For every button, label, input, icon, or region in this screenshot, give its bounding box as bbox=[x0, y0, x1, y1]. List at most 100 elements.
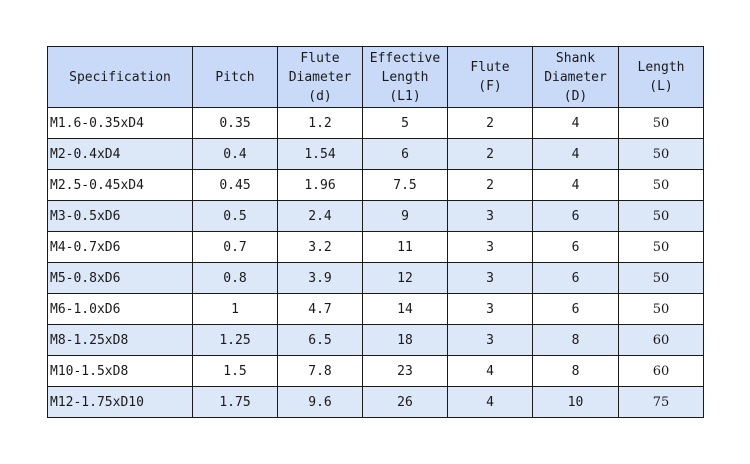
cell-effective-length: 14 bbox=[362, 293, 448, 325]
header-specification: Specification bbox=[47, 46, 193, 108]
header-label: Length bbox=[381, 69, 429, 85]
cell-effective-length: 6 bbox=[362, 138, 448, 170]
cell-flute-diameter: 1.96 bbox=[277, 169, 363, 201]
cell-length: 50 bbox=[618, 293, 704, 325]
cell-shank-diameter: 6 bbox=[532, 200, 619, 232]
cell-shank-diameter: 6 bbox=[532, 231, 619, 263]
cell-pitch: 1.25 bbox=[192, 324, 278, 356]
cell-specification: M8-1.25xD8 bbox=[47, 324, 193, 356]
header-label: Flute bbox=[470, 60, 510, 75]
header-row: Specification Pitch Flute Diameter (d) E… bbox=[47, 46, 704, 108]
cell-flute: 3 bbox=[447, 262, 533, 294]
cell-flute-diameter: 7.8 bbox=[277, 355, 363, 387]
cell-pitch: 1 bbox=[192, 293, 278, 325]
cell-flute-diameter: 4.7 bbox=[277, 293, 363, 325]
header-shank-diameter: Shank Diameter (D) bbox=[532, 46, 619, 108]
table-row: M10-1.5xD8 1.5 7.8 23 4 8 60 bbox=[47, 355, 704, 387]
header-label: Effective bbox=[369, 50, 441, 66]
cell-effective-length: 23 bbox=[362, 355, 448, 387]
cell-effective-length: 5 bbox=[362, 107, 448, 139]
cell-flute-diameter: 2.4 bbox=[277, 200, 363, 232]
cell-specification: M10-1.5xD8 bbox=[47, 355, 193, 387]
cell-pitch: 0.5 bbox=[192, 200, 278, 232]
header-pitch: Pitch bbox=[192, 46, 278, 108]
cell-flute-diameter: 6.5 bbox=[277, 324, 363, 356]
header-flute: Flute (F) bbox=[447, 46, 533, 108]
header-label: (F) bbox=[478, 79, 502, 94]
header-effective-length: Effective Length (L1) bbox=[362, 46, 448, 108]
cell-shank-diameter: 8 bbox=[532, 355, 619, 387]
cell-specification: M1.6-0.35xD4 bbox=[47, 107, 193, 139]
cell-flute-diameter: 1.2 bbox=[277, 107, 363, 139]
tap-specification-table: Specification Pitch Flute Diameter (d) E… bbox=[47, 46, 704, 418]
cell-pitch: 0.4 bbox=[192, 138, 278, 170]
cell-length: 50 bbox=[618, 107, 704, 139]
cell-specification: M4-0.7xD6 bbox=[47, 231, 193, 263]
table-row: M6-1.0xD6 1 4.7 14 3 6 50 bbox=[47, 293, 704, 325]
cell-shank-diameter: 6 bbox=[532, 262, 619, 294]
cell-specification: M12-1.75xD10 bbox=[47, 386, 193, 418]
header-label: (D) bbox=[563, 88, 588, 104]
cell-flute: 3 bbox=[447, 324, 533, 356]
cell-shank-diameter: 4 bbox=[532, 107, 619, 139]
cell-flute: 4 bbox=[447, 386, 533, 418]
table-row: M1.6-0.35xD4 0.35 1.2 5 2 4 50 bbox=[47, 107, 704, 139]
cell-effective-length: 12 bbox=[362, 262, 448, 294]
header-label: (L1) bbox=[389, 88, 421, 104]
cell-length: 50 bbox=[618, 231, 704, 263]
table-row: M8-1.25xD8 1.25 6.5 18 3 8 60 bbox=[47, 324, 704, 356]
header-label: Diameter bbox=[544, 69, 607, 85]
cell-length: 50 bbox=[618, 169, 704, 201]
table-row: M2.5-0.45xD4 0.45 1.96 7.5 2 4 50 bbox=[47, 169, 704, 201]
cell-shank-diameter: 4 bbox=[532, 169, 619, 201]
cell-flute-diameter: 9.6 bbox=[277, 386, 363, 418]
cell-flute: 4 bbox=[447, 355, 533, 387]
table-row: M3-0.5xD6 0.5 2.4 9 3 6 50 bbox=[47, 200, 704, 232]
cell-length: 60 bbox=[618, 324, 704, 356]
cell-shank-diameter: 10 bbox=[532, 386, 619, 418]
cell-effective-length: 11 bbox=[362, 231, 448, 263]
header-label: (d) bbox=[308, 88, 332, 104]
cell-flute-diameter: 3.9 bbox=[277, 262, 363, 294]
cell-flute: 3 bbox=[447, 293, 533, 325]
header-label: Shank bbox=[555, 50, 596, 66]
cell-length: 50 bbox=[618, 138, 704, 170]
cell-length: 50 bbox=[618, 262, 704, 294]
cell-shank-diameter: 6 bbox=[532, 293, 619, 325]
cell-specification: M2.5-0.45xD4 bbox=[47, 169, 193, 201]
table-row: M12-1.75xD10 1.75 9.6 26 4 10 75 bbox=[47, 386, 704, 418]
cell-flute: 2 bbox=[447, 169, 533, 201]
table-row: M5-0.8xD6 0.8 3.9 12 3 6 50 bbox=[47, 262, 704, 294]
cell-pitch: 1.5 bbox=[192, 355, 278, 387]
cell-length: 75 bbox=[618, 386, 704, 418]
cell-flute: 3 bbox=[447, 231, 533, 263]
header-label: Pitch bbox=[215, 69, 255, 85]
header-label: Diameter bbox=[288, 69, 352, 85]
cell-specification: M6-1.0xD6 bbox=[47, 293, 193, 325]
cell-flute-diameter: 3.2 bbox=[277, 231, 363, 263]
cell-pitch: 1.75 bbox=[192, 386, 278, 418]
header-label: Specification bbox=[69, 69, 171, 85]
cell-specification: M5-0.8xD6 bbox=[47, 262, 193, 294]
cell-pitch: 0.45 bbox=[192, 169, 278, 201]
cell-effective-length: 9 bbox=[362, 200, 448, 232]
cell-pitch: 0.7 bbox=[192, 231, 278, 263]
cell-specification: M3-0.5xD6 bbox=[47, 200, 193, 232]
cell-effective-length: 18 bbox=[362, 324, 448, 356]
table-row: M4-0.7xD6 0.7 3.2 11 3 6 50 bbox=[47, 231, 704, 263]
header-flute-diameter: Flute Diameter (d) bbox=[277, 46, 363, 108]
table-header: Specification Pitch Flute Diameter (d) E… bbox=[47, 46, 704, 108]
cell-flute: 3 bbox=[447, 200, 533, 232]
cell-pitch: 0.35 bbox=[192, 107, 278, 139]
header-length: Length (L) bbox=[618, 46, 704, 108]
cell-length: 50 bbox=[618, 200, 704, 232]
table-row: M2-0.4xD4 0.4 1.54 6 2 4 50 bbox=[47, 138, 704, 170]
cell-specification: M2-0.4xD4 bbox=[47, 138, 193, 170]
cell-flute: 2 bbox=[447, 107, 533, 139]
cell-flute: 2 bbox=[447, 138, 533, 170]
cell-shank-diameter: 4 bbox=[532, 138, 619, 170]
cell-effective-length: 26 bbox=[362, 386, 448, 418]
table-body: M1.6-0.35xD4 0.35 1.2 5 2 4 50 M2-0.4xD4… bbox=[47, 107, 704, 418]
header-label: Flute bbox=[300, 50, 340, 66]
cell-length: 60 bbox=[618, 355, 704, 387]
